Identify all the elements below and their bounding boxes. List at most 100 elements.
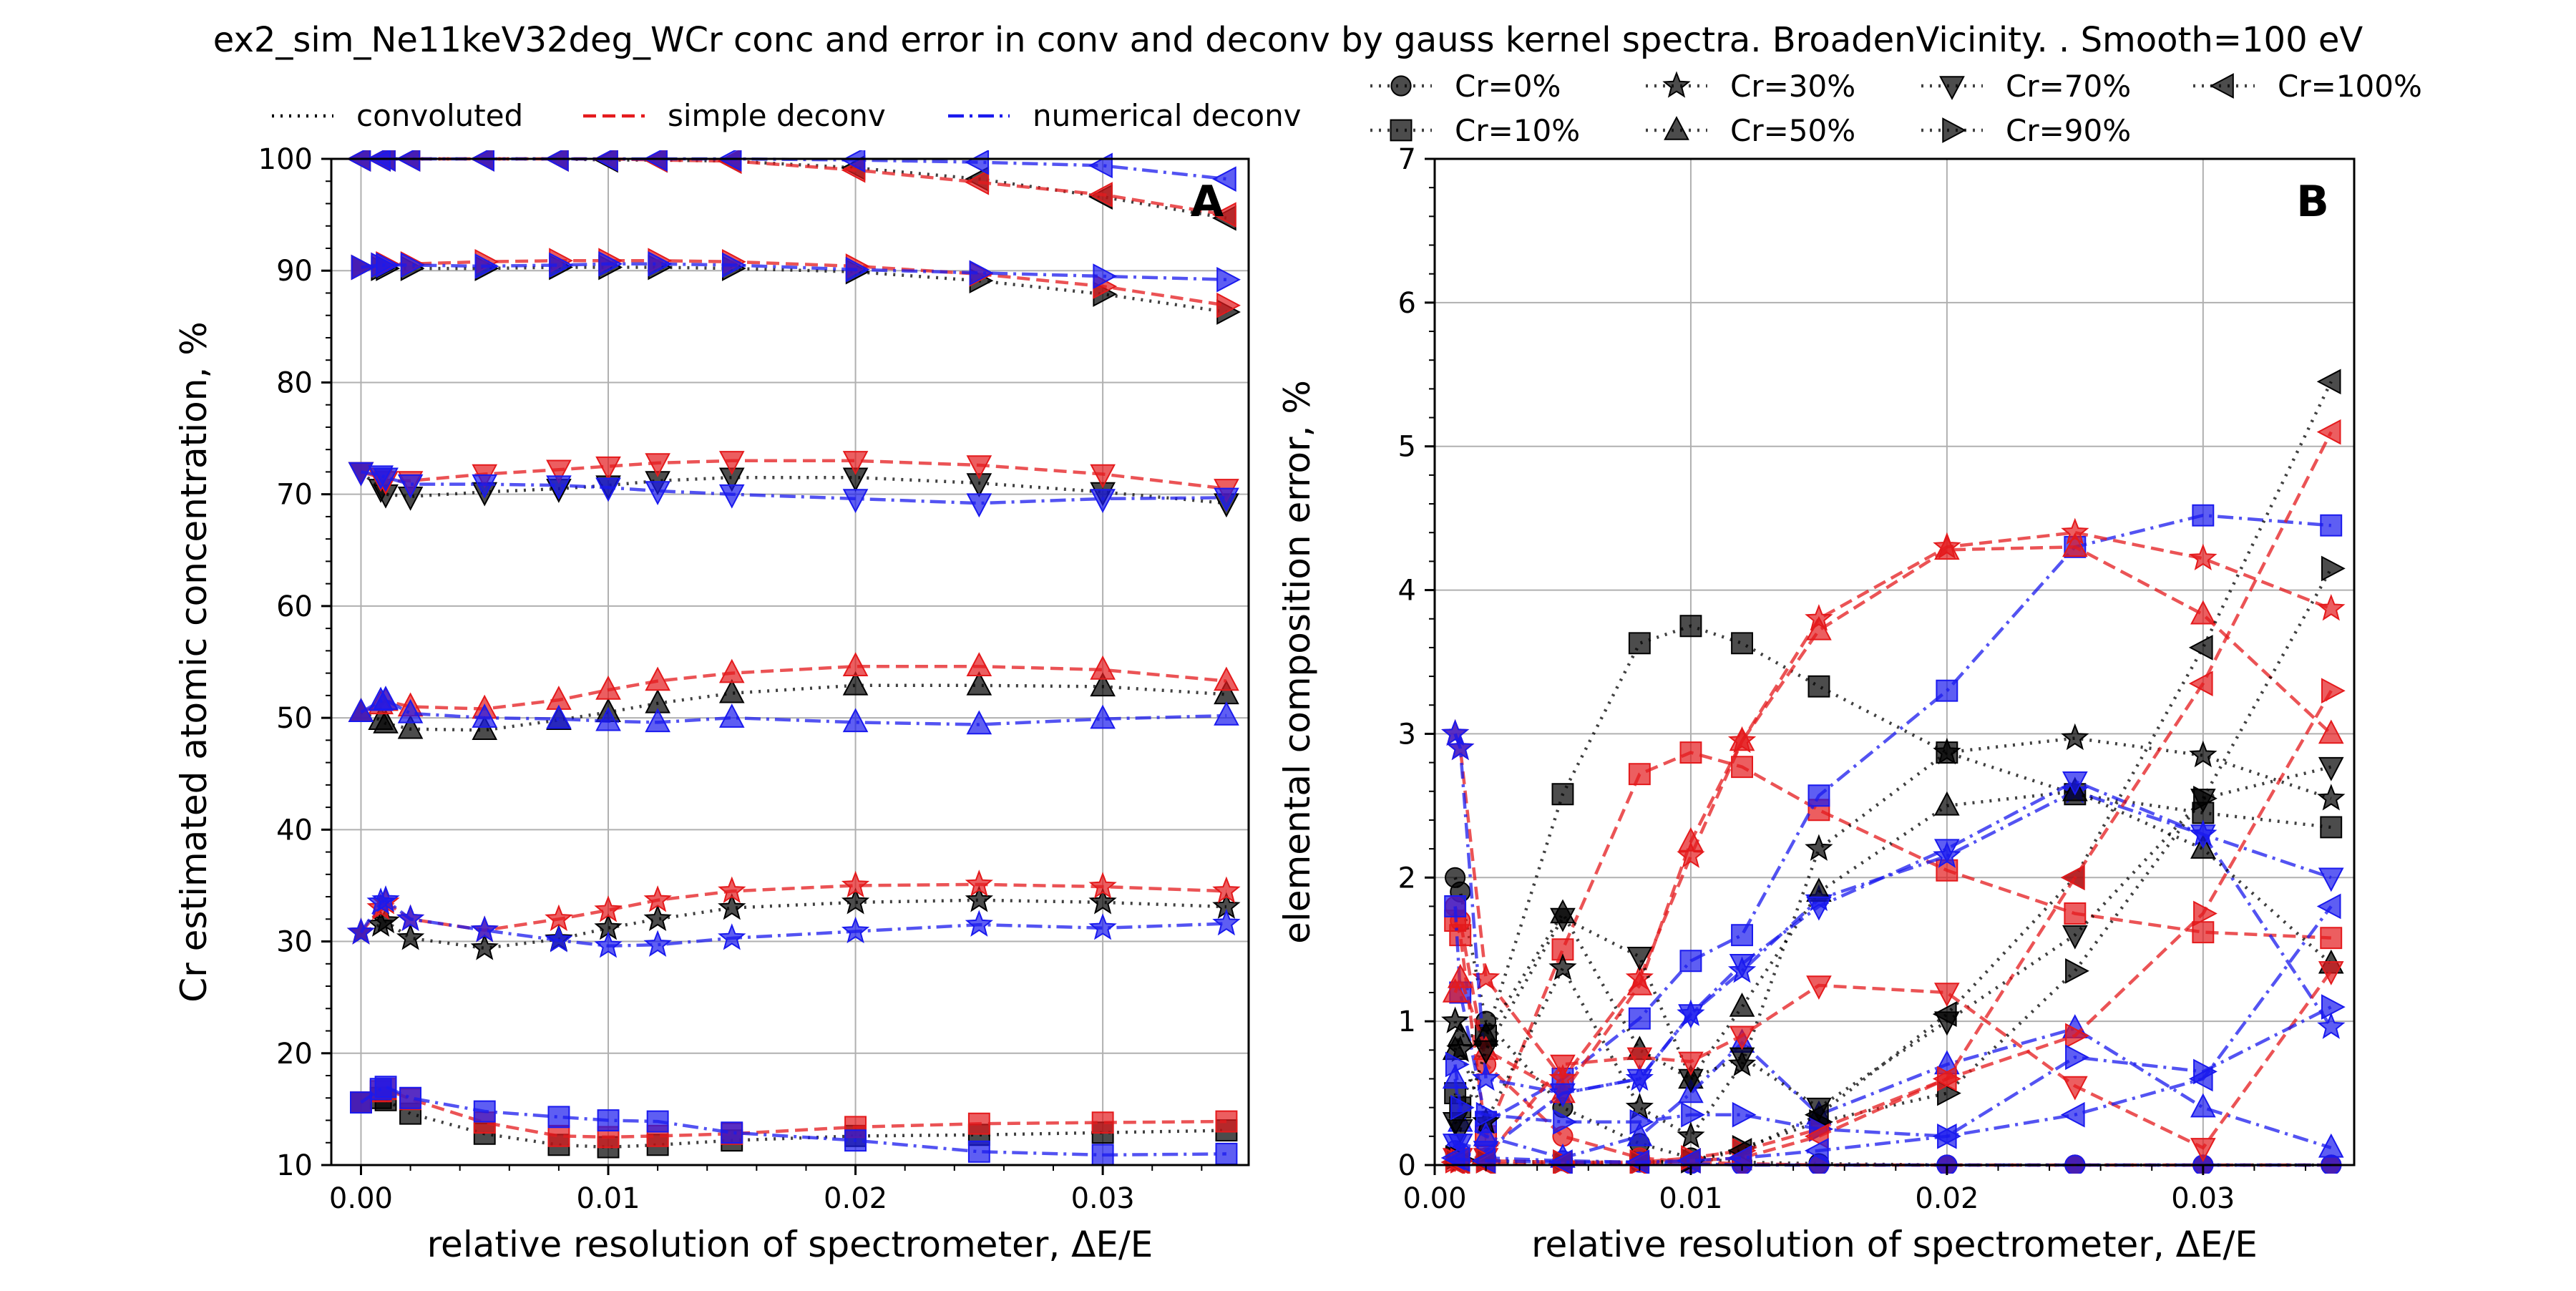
data-point bbox=[1447, 1134, 1473, 1158]
data-point bbox=[1729, 1026, 1755, 1051]
composition-legend-item: Cr=30% bbox=[1646, 69, 1855, 104]
y-tick-label: 70 bbox=[276, 479, 313, 512]
data-point bbox=[842, 652, 869, 676]
data-point bbox=[2321, 994, 2346, 1020]
data-point bbox=[718, 484, 745, 509]
series-simple-triangle-down bbox=[1442, 961, 2344, 1172]
data-point bbox=[1445, 1051, 1470, 1078]
data-point bbox=[595, 477, 621, 502]
panel-b-x-axis-label: relative resolution of spectrometer, ΔE/… bbox=[1531, 1224, 2258, 1265]
panel-b-grid bbox=[1434, 158, 2354, 1166]
data-point bbox=[645, 481, 670, 505]
series-line bbox=[1454, 905, 2333, 1164]
series-numerical-triangle-up bbox=[348, 686, 1239, 735]
legend-label: Cr=30% bbox=[1730, 69, 1855, 104]
composition-legend-item: Cr=0% bbox=[1370, 69, 1561, 104]
data-point bbox=[1475, 1101, 1501, 1128]
data-point bbox=[1934, 839, 1960, 864]
data-point bbox=[2320, 514, 2343, 537]
data-point bbox=[966, 652, 992, 676]
data-point bbox=[2317, 1012, 2346, 1039]
panel-a-series bbox=[346, 150, 1241, 1166]
data-point bbox=[1678, 1004, 1704, 1029]
data-point bbox=[2321, 678, 2346, 703]
series-convoluted-triangle-left bbox=[1440, 369, 2341, 1174]
panel-a-x-axis-label: relative resolution of spectrometer, ΔE/… bbox=[427, 1224, 1153, 1265]
data-point bbox=[1550, 1054, 1576, 1079]
data-point bbox=[1932, 1124, 1957, 1149]
y-tick-label: 80 bbox=[276, 366, 313, 399]
data-point bbox=[2189, 740, 2218, 768]
data-point bbox=[346, 917, 376, 945]
data-point bbox=[374, 1076, 397, 1098]
data-point bbox=[2316, 419, 2341, 445]
legend-label: simple deconv bbox=[668, 98, 886, 133]
data-point bbox=[400, 252, 425, 278]
data-point bbox=[1551, 783, 1574, 806]
data-point bbox=[594, 931, 623, 958]
panel-a-chart: 0.00 0.01 0.02 0.03 10 20 30 40 50 60 70 80 90 100 rel… bbox=[173, 143, 1250, 1265]
data-point bbox=[2318, 756, 2344, 781]
composition-legend-item: Cr=100% bbox=[2193, 69, 2422, 104]
series-numerical-triangle-right bbox=[351, 251, 1241, 293]
data-point bbox=[598, 251, 623, 277]
x-tick-label: 0.01 bbox=[1659, 1182, 1722, 1215]
series-line bbox=[1453, 530, 2332, 1082]
data-point bbox=[844, 1129, 867, 1152]
y-tick-label: 3 bbox=[1398, 718, 1416, 751]
data-point bbox=[373, 686, 399, 710]
data-point bbox=[965, 150, 990, 175]
data-point bbox=[2317, 594, 2346, 621]
data-point bbox=[1447, 1021, 1473, 1046]
y-tick-label: 90 bbox=[276, 255, 313, 288]
data-point bbox=[1729, 726, 1755, 751]
legend-label: Cr=100% bbox=[2278, 69, 2422, 104]
data-point bbox=[2188, 635, 2213, 661]
legend-label: Cr=70% bbox=[2006, 69, 2131, 104]
data-point bbox=[1548, 1149, 1573, 1174]
data-point bbox=[1678, 1051, 1704, 1076]
panel-b-series bbox=[1440, 369, 2346, 1174]
y-tick-label: 100 bbox=[258, 143, 313, 176]
data-point bbox=[1626, 1068, 1653, 1093]
data-point bbox=[1934, 535, 1960, 560]
data-point bbox=[2189, 543, 2218, 571]
data-point bbox=[2065, 1023, 2089, 1049]
panel-b-axes-frame bbox=[1433, 157, 2356, 1166]
data-point bbox=[2190, 1093, 2216, 1118]
data-point bbox=[2065, 958, 2089, 984]
data-point bbox=[595, 706, 621, 731]
legend-marker bbox=[2210, 73, 2234, 99]
data-point bbox=[1442, 978, 1468, 1003]
data-point bbox=[841, 870, 870, 898]
data-point bbox=[1550, 907, 1576, 932]
data-point bbox=[1090, 489, 1116, 513]
data-point bbox=[545, 904, 573, 932]
method-legend-item: simple deconv bbox=[583, 98, 886, 133]
data-point bbox=[1679, 615, 1702, 638]
y-tick-label: 7 bbox=[1398, 143, 1416, 176]
data-point bbox=[1681, 1101, 1705, 1128]
data-point bbox=[1936, 679, 1958, 702]
data-point bbox=[841, 916, 870, 944]
data-point bbox=[1088, 887, 1117, 915]
data-point bbox=[399, 1086, 421, 1109]
data-point bbox=[966, 493, 992, 518]
x-tick-label: 0.03 bbox=[2171, 1182, 2235, 1215]
data-point bbox=[1731, 924, 1753, 947]
data-point bbox=[2062, 532, 2088, 557]
data-point bbox=[1804, 1138, 1829, 1164]
data-point bbox=[348, 698, 374, 722]
data-point bbox=[1088, 872, 1117, 899]
data-point bbox=[371, 885, 400, 912]
panel-b-label: B bbox=[2296, 177, 2329, 227]
legend-marker bbox=[1662, 71, 1691, 98]
data-point bbox=[648, 251, 673, 277]
data-point bbox=[645, 453, 670, 477]
data-point bbox=[1441, 1006, 1470, 1033]
data-point bbox=[1679, 741, 1702, 764]
data-point bbox=[546, 475, 572, 500]
data-point bbox=[1090, 655, 1116, 680]
y-tick-label: 0 bbox=[1398, 1149, 1416, 1182]
data-point bbox=[2062, 771, 2088, 796]
